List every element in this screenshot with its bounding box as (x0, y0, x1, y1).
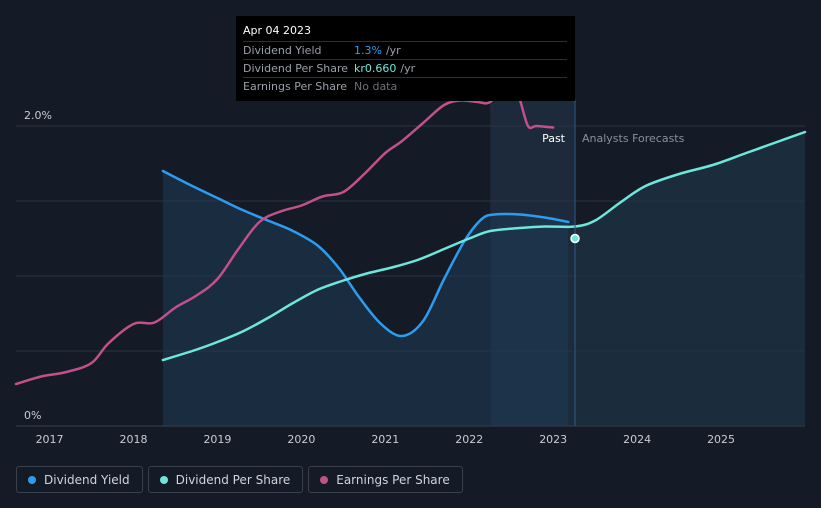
tooltip-value: No data (354, 80, 398, 93)
y-tick-label: 0% (24, 409, 41, 422)
forecast-label: Analysts Forecasts (582, 132, 685, 145)
dividend-yield-area (162, 171, 569, 426)
x-tick-label: 2020 (287, 433, 315, 446)
tooltip-date: Apr 04 2023 (243, 24, 312, 37)
legend-item-earnings-per-share[interactable]: Earnings Per Share (308, 466, 463, 493)
x-tick-label: 2019 (203, 433, 231, 446)
y-tick-label: 2.0% (24, 109, 52, 122)
legend-item-dividend-per-share[interactable]: Dividend Per Share (147, 466, 304, 493)
tooltip-unit: /yr (400, 62, 416, 75)
x-tick-label: 2021 (371, 433, 399, 446)
tooltip-value: 1.3% (354, 44, 382, 57)
x-tick-label: 2025 (707, 433, 735, 446)
tooltip-unit: /yr (385, 44, 401, 57)
forecast-area (575, 132, 805, 426)
tooltip: Apr 04 2023 Dividend Yield 1.3% /yr Divi… (236, 16, 575, 101)
x-tick-label: 2024 (623, 433, 651, 446)
dividend-yield-line (161, 169, 570, 338)
legend-label: Dividend Per Share (175, 472, 291, 487)
legend-item-dividend-yield[interactable]: Dividend Yield (16, 466, 143, 493)
tooltip-value: kr0.660 (354, 62, 397, 75)
legend-dot-icon (159, 475, 168, 484)
legend: Dividend Yield Dividend Per Share Earnin… (16, 466, 463, 493)
hover-marker (570, 233, 580, 244)
x-tick-label: 2022 (455, 433, 483, 446)
tooltip-label: Earnings Per Share (243, 80, 348, 93)
legend-dot-icon (320, 475, 329, 484)
tooltip-row-earnings-per-share: Earnings Per Share No data (243, 77, 567, 95)
tooltip-label: Dividend Per Share (243, 62, 349, 75)
tooltip-row-dividend-yield: Dividend Yield 1.3% /yr (243, 41, 567, 59)
x-tick-label: 2017 (36, 433, 64, 446)
x-tick-label: 2018 (120, 433, 148, 446)
legend-dot-icon (28, 475, 36, 484)
dividend-per-share-line (161, 130, 807, 362)
tooltip-label: Dividend Yield (243, 44, 322, 57)
legend-label: Dividend Yield (44, 472, 130, 487)
legend-label: Earnings Per Share (336, 472, 450, 487)
past-label: Past (542, 132, 566, 145)
tooltip-row-dividend-per-share: Dividend Per Share kr0.660 /yr (243, 59, 567, 77)
x-tick-label: 2023 (539, 433, 567, 446)
